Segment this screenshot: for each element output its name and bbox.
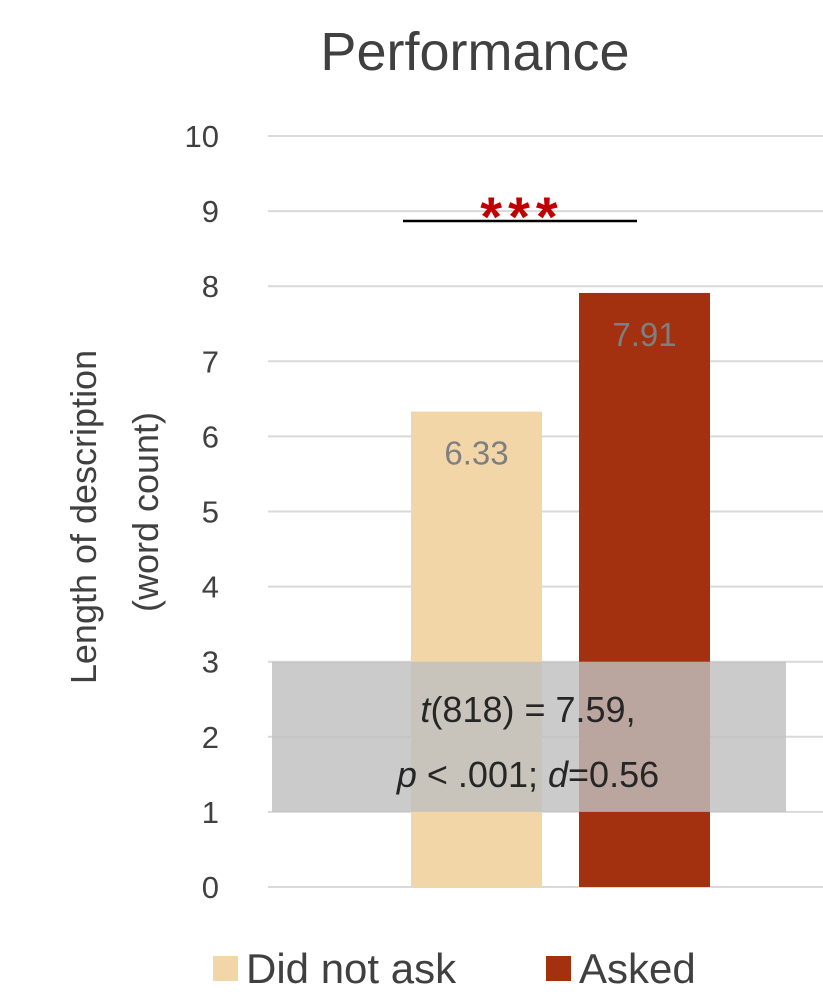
y-axis-ticks: 0 1 2 3 4 5 6 7 8 9 10 <box>185 119 219 905</box>
y-tick-label: 4 <box>202 570 219 605</box>
y-tick-label: 2 <box>202 720 219 755</box>
stat-t-symbol: t <box>420 689 432 730</box>
y-tick-label: 9 <box>202 194 219 229</box>
legend-swatch <box>546 956 571 981</box>
y-axis-label: Length of description (word count) <box>63 340 166 684</box>
stat-t-value: (818) = 7.59, <box>430 689 635 730</box>
y-tick-label: 8 <box>202 269 219 304</box>
stat-line-1: t(818) = 7.59, <box>420 689 635 730</box>
legend-label: Asked <box>579 945 696 992</box>
stat-d-value: =0.56 <box>568 754 659 795</box>
stat-box <box>272 661 786 812</box>
y-tick-label: 1 <box>202 795 219 830</box>
bar-0 <box>411 411 542 887</box>
y-axis-label-line1: Length of description <box>63 350 104 684</box>
bar-data-label: 7.91 <box>612 316 676 353</box>
y-tick-label: 3 <box>202 645 219 680</box>
stat-d-symbol: d <box>548 754 569 795</box>
legend: Did not ask Asked <box>213 945 696 992</box>
significance-stars: *** <box>480 185 563 248</box>
stat-p-symbol: p <box>396 754 417 795</box>
y-tick-label: 0 <box>202 870 219 905</box>
legend-label: Did not ask <box>246 945 457 992</box>
chart-title: Performance <box>320 22 629 82</box>
stat-p-value: < .001; <box>417 754 548 795</box>
y-tick-label: 6 <box>202 419 219 454</box>
stat-line-2: p < .001; d=0.56 <box>396 754 659 795</box>
y-tick-label: 5 <box>202 495 219 530</box>
y-tick-label: 7 <box>202 344 219 379</box>
bar-data-label: 6.33 <box>444 435 508 472</box>
legend-swatch <box>213 956 238 981</box>
y-axis-label-line2: (word count) <box>125 412 166 612</box>
y-tick-label: 10 <box>185 119 219 154</box>
